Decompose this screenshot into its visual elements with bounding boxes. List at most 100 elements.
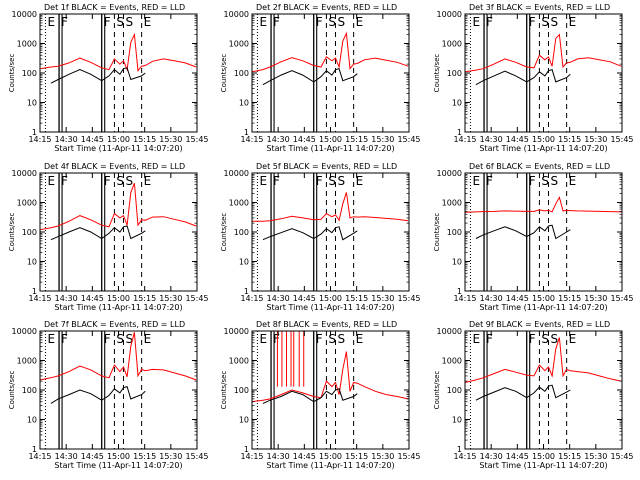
x-tick-label: 15:15 xyxy=(345,294,368,303)
x-tick-label: 15:00 xyxy=(532,294,555,303)
marker-label: E xyxy=(356,15,364,29)
marker-label: F xyxy=(61,15,68,29)
plot-frame xyxy=(39,172,198,292)
lld-series xyxy=(252,31,409,73)
x-tick-label: 15:30 xyxy=(159,294,182,303)
y-axis-label: Counts/sec xyxy=(8,371,16,410)
lld-series xyxy=(465,195,622,213)
marker-label: S xyxy=(337,332,345,346)
x-tick-label: 15:45 xyxy=(610,294,633,303)
x-tick-label: 15:30 xyxy=(584,135,607,144)
marker-label: E xyxy=(569,332,577,346)
marker-label: S xyxy=(541,174,549,188)
marker-label: E xyxy=(144,332,152,346)
x-tick-label: 14:15 xyxy=(240,452,263,461)
marker-label: F xyxy=(273,332,280,346)
x-tick-label: 14:15 xyxy=(453,294,476,303)
lld-series xyxy=(465,33,622,73)
panel-title: Det 7f BLACK = Events, RED = LLD xyxy=(44,320,185,329)
lld-series xyxy=(40,332,197,381)
marker-label: S xyxy=(328,332,336,346)
x-axis-label: Start Time (11-Apr-11 14:07:20) xyxy=(479,461,607,470)
x-tick-label: 14:45 xyxy=(506,452,529,461)
y-tick-label: 1 xyxy=(244,445,249,454)
y-axis-label: Counts/sec xyxy=(220,54,228,93)
marker-label: F xyxy=(104,332,111,346)
x-tick-label: 15:30 xyxy=(584,452,607,461)
x-tick-label: 15:45 xyxy=(185,135,208,144)
y-tick-label: 10 xyxy=(239,99,249,108)
marker-label: S xyxy=(550,15,558,29)
panel-title: Det 9f BLACK = Events, RED = LLD xyxy=(469,320,610,329)
x-tick-label: 15:15 xyxy=(345,135,368,144)
panel-title: Det 8f BLACK = Events, RED = LLD xyxy=(256,320,397,329)
y-tick-label: 10 xyxy=(27,416,37,425)
marker-label: S xyxy=(337,174,345,188)
x-tick-label: 15:15 xyxy=(133,294,156,303)
y-tick-label: 10 xyxy=(452,258,462,267)
marker-label: F xyxy=(273,174,280,188)
y-tick-label: 1 xyxy=(457,287,462,296)
marker-label: F xyxy=(104,15,111,29)
y-axis-label: Counts/sec xyxy=(220,371,228,410)
events-series xyxy=(475,384,571,401)
events-series xyxy=(50,225,146,241)
marker-label: E xyxy=(259,332,267,346)
y-tick-label: 1000 xyxy=(442,357,462,366)
x-axis-label: Start Time (11-Apr-11 14:07:20) xyxy=(54,144,182,153)
lld-series xyxy=(465,337,622,383)
x-tick-label: 14:15 xyxy=(240,135,263,144)
events-series xyxy=(475,68,571,86)
y-tick-label: 10000 xyxy=(224,169,249,178)
y-tick-label: 1000 xyxy=(442,199,462,208)
marker-label: E xyxy=(569,174,577,188)
y-tick-label: 10 xyxy=(452,416,462,425)
y-tick-label: 100 xyxy=(447,69,462,78)
y-tick-label: 10 xyxy=(27,99,37,108)
x-tick-label: 15:15 xyxy=(345,452,368,461)
x-tick-label: 14:45 xyxy=(293,135,316,144)
x-tick-label: 15:30 xyxy=(371,135,394,144)
lld-series xyxy=(40,32,197,72)
x-axis-label: Start Time (11-Apr-11 14:07:20) xyxy=(479,144,607,153)
y-axis-label: Counts/sec xyxy=(8,213,16,252)
marker-label: F xyxy=(529,332,536,346)
marker-label: F xyxy=(61,174,68,188)
y-tick-label: 10000 xyxy=(224,10,249,19)
marker-label: E xyxy=(356,332,364,346)
events-series xyxy=(262,388,358,404)
x-tick-label: 14:45 xyxy=(81,294,104,303)
events-series xyxy=(262,226,358,241)
y-tick-label: 1 xyxy=(244,287,249,296)
lld-series xyxy=(252,351,409,403)
lld-series xyxy=(40,183,197,231)
y-axis-label: Counts/sec xyxy=(220,213,228,252)
y-tick-label: 100 xyxy=(234,69,249,78)
events-series xyxy=(50,67,146,84)
marker-label: S xyxy=(116,332,124,346)
marker-label: S xyxy=(550,332,558,346)
y-tick-label: 100 xyxy=(447,228,462,237)
marker-label: F xyxy=(273,15,280,29)
x-tick-label: 15:15 xyxy=(558,135,581,144)
y-tick-label: 1 xyxy=(32,287,37,296)
marker-label: S xyxy=(550,174,558,188)
panel-title: Det 3f BLACK = Events, RED = LLD xyxy=(469,3,610,12)
x-axis-label: Start Time (11-Apr-11 14:07:20) xyxy=(266,461,394,470)
x-tick-label: 14:45 xyxy=(81,135,104,144)
x-tick-label: 15:00 xyxy=(107,452,130,461)
x-tick-label: 14:45 xyxy=(293,452,316,461)
y-tick-label: 1000 xyxy=(229,357,249,366)
x-axis-label: Start Time (11-Apr-11 14:07:20) xyxy=(479,303,607,312)
y-tick-label: 1 xyxy=(244,128,249,137)
panel-title: Det 2f BLACK = Events, RED = LLD xyxy=(256,3,397,12)
y-tick-label: 10000 xyxy=(437,169,462,178)
x-tick-label: 14:15 xyxy=(28,452,51,461)
y-tick-label: 10 xyxy=(27,258,37,267)
x-tick-label: 14:30 xyxy=(480,452,503,461)
x-tick-label: 15:30 xyxy=(371,452,394,461)
marker-label: E xyxy=(569,15,577,29)
y-tick-label: 10000 xyxy=(437,327,462,336)
